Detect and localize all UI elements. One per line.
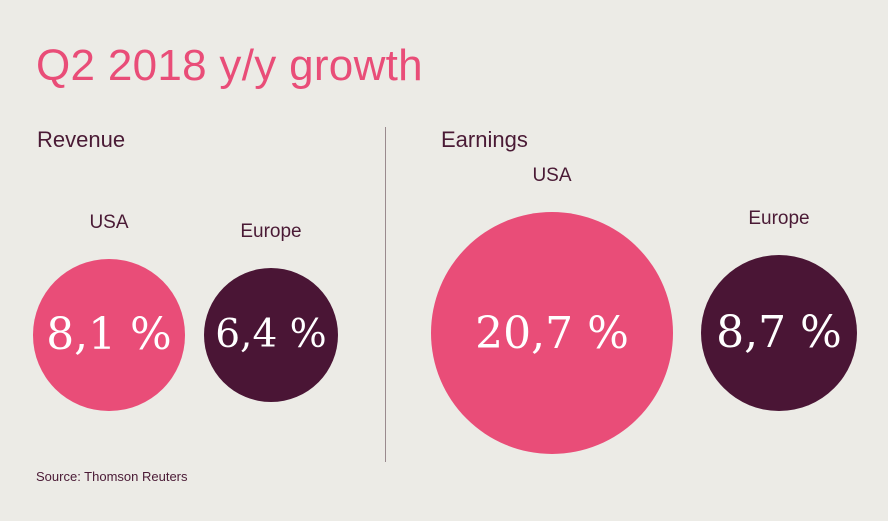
revenue-usa-label: USA bbox=[89, 212, 129, 234]
revenue-heading: Revenue bbox=[37, 127, 126, 152]
earnings-usa-bubble: 20,7 % bbox=[431, 212, 673, 454]
revenue-europe-label: Europe bbox=[240, 220, 302, 242]
revenue-europe-bubble: 6,4 % bbox=[203, 267, 339, 403]
source-note: Source: Thomson Reuters bbox=[36, 469, 188, 484]
revenue-europe-value: 6,4 % bbox=[215, 312, 327, 358]
earnings-heading: Earnings bbox=[441, 127, 528, 152]
earnings-usa-value: 20,7 % bbox=[475, 307, 629, 359]
earnings-europe-value: 8,7 % bbox=[716, 307, 842, 359]
earnings-europe-label: Europe bbox=[748, 207, 810, 229]
revenue-usa-value: 8,1 % bbox=[46, 309, 172, 361]
earnings-europe-bubble: 8,7 % bbox=[700, 254, 858, 412]
chart-title: Q2 2018 y/y growth bbox=[36, 41, 423, 90]
section-divider bbox=[385, 127, 386, 462]
earnings-usa-label: USA bbox=[532, 165, 572, 186]
revenue-usa-bubble: 8,1 % bbox=[33, 259, 185, 411]
